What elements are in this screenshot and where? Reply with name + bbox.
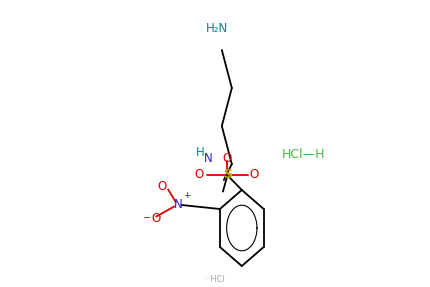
Text: −: − xyxy=(142,213,150,223)
Text: O: O xyxy=(249,168,258,181)
Text: H: H xyxy=(196,146,204,158)
Text: HCl—H: HCl—H xyxy=(281,148,325,162)
Text: · HCl: · HCl xyxy=(205,276,224,284)
Text: S: S xyxy=(222,168,231,181)
Text: N: N xyxy=(203,152,212,164)
Text: O: O xyxy=(194,168,203,181)
Text: H₂N: H₂N xyxy=(206,22,228,34)
Text: O: O xyxy=(151,212,160,224)
Text: O: O xyxy=(157,179,166,193)
Text: O: O xyxy=(222,152,231,166)
Text: N: N xyxy=(174,197,182,210)
Text: +: + xyxy=(182,191,190,201)
